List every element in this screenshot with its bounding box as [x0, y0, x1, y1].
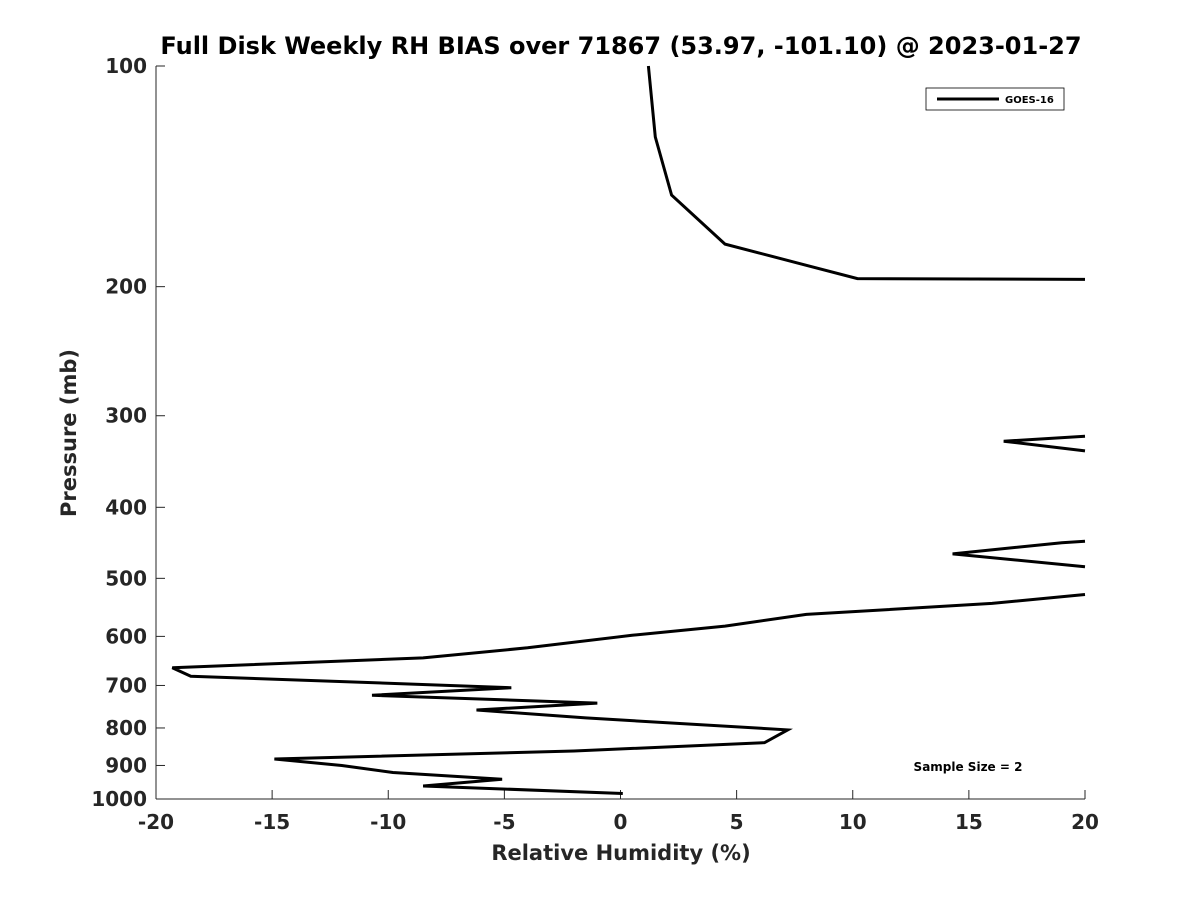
- x-tick-label: -15: [254, 810, 290, 834]
- y-tick-label: 400: [105, 495, 147, 519]
- x-axis-ticks: -20 -15 -10 -5 0 5 10 15 20: [138, 790, 1099, 834]
- axes: [155, 66, 1085, 800]
- chart-title: Full Disk Weekly RH BIAS over 71867 (53.…: [160, 32, 1081, 60]
- x-tick-label: -10: [370, 810, 406, 834]
- y-tick-label: 100: [105, 54, 147, 78]
- y-tick-label: 1000: [91, 787, 147, 811]
- series-line-goes-16-segment-2: [952, 539, 1086, 569]
- y-tick-label: 700: [105, 673, 147, 697]
- x-tick-label: -20: [138, 810, 174, 834]
- series-lines: [171, 65, 1086, 795]
- y-tick-label: 600: [105, 624, 147, 648]
- x-tick-label: 5: [730, 810, 744, 834]
- series-line-goes-16-segment-3: [171, 593, 1086, 795]
- series-line-goes-16-segment-0: [646, 65, 1086, 281]
- y-tick-label: 300: [105, 404, 147, 428]
- x-tick-label: 20: [1071, 810, 1099, 834]
- y-tick-label: 800: [105, 716, 147, 740]
- x-tick-label: -5: [493, 810, 515, 834]
- legend: GOES-16: [925, 87, 1065, 111]
- x-tick-label: 15: [955, 810, 983, 834]
- y-tick-label: 200: [105, 275, 147, 299]
- y-axis-ticks: 100 200 300 400 500 600 700 800 900 1000: [91, 54, 165, 811]
- x-axis-label: Relative Humidity (%): [491, 841, 750, 865]
- x-tick-label: 10: [839, 810, 867, 834]
- series-line-goes-16-segment-1: [1003, 434, 1086, 453]
- y-axis-label: Pressure (mb): [57, 349, 81, 517]
- y-tick-label: 900: [105, 753, 147, 777]
- legend-label-goes-16: GOES-16: [1005, 95, 1054, 106]
- x-tick-label: 0: [614, 810, 628, 834]
- sample-size-annotation: Sample Size = 2: [914, 760, 1023, 774]
- y-tick-label: 500: [105, 566, 147, 590]
